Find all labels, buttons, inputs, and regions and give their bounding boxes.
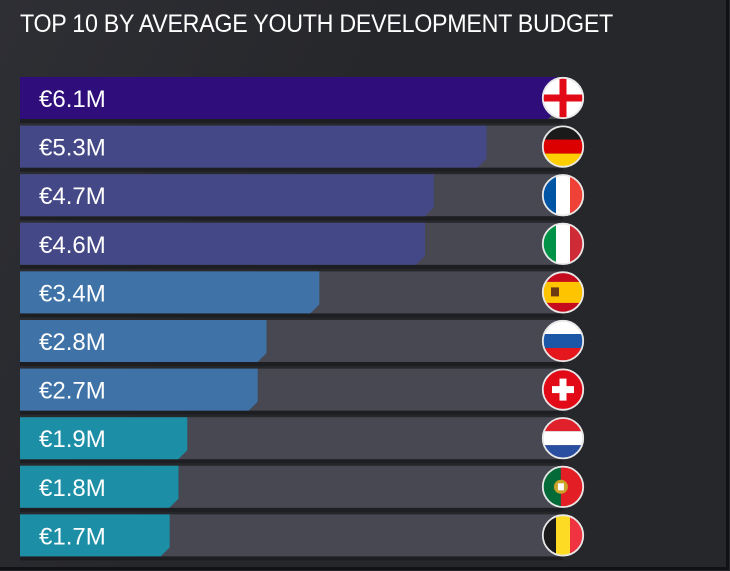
- flag-border: [541, 368, 585, 411]
- bar: [20, 222, 425, 265]
- row-shadow: [20, 410, 563, 415]
- bar-row: €2.8M: [20, 319, 585, 366]
- belgium-flag-icon: [541, 514, 585, 557]
- value-label: €4.6M: [39, 232, 106, 259]
- row-shadow: [20, 556, 563, 561]
- bar-row: €3.4M: [20, 271, 585, 318]
- value-label: €1.9M: [39, 426, 106, 453]
- value-label: €1.8M: [39, 475, 106, 502]
- flag-border: [541, 514, 585, 557]
- row-shadow: [20, 362, 563, 366]
- value-label: €5.3M: [39, 135, 106, 162]
- bar: [20, 514, 170, 557]
- row-shadow: [20, 313, 563, 318]
- spain-flag-icon: [541, 271, 585, 314]
- value-label: €6.1M: [39, 86, 106, 113]
- bar-row: €1.9M: [20, 417, 585, 464]
- bar-row: €6.1M: [20, 76, 585, 123]
- flag-border: [541, 125, 585, 168]
- bar: [20, 465, 179, 508]
- flag-border: [541, 417, 585, 460]
- flag-border: [541, 319, 585, 363]
- flag-border: [541, 222, 585, 265]
- row-shadow: [20, 119, 563, 123]
- portugal-flag-icon: [541, 465, 585, 508]
- value-label: €3.4M: [39, 280, 106, 307]
- bar: [20, 77, 557, 119]
- russia-flag-icon: [541, 319, 585, 363]
- bar: [20, 125, 487, 168]
- england-flag-icon: [541, 76, 585, 120]
- flag-border: [541, 271, 585, 314]
- bar: [20, 320, 267, 362]
- bar-row: €1.7M: [20, 514, 585, 561]
- germany-flag-icon: [541, 125, 585, 168]
- row-shadow: [20, 507, 563, 512]
- bar-row: €5.3M: [20, 125, 585, 172]
- france-flag-icon: [541, 174, 585, 217]
- bar: [20, 271, 320, 314]
- flag-border: [541, 465, 585, 508]
- flag-border: [541, 76, 585, 120]
- netherlands-flag-icon: [541, 417, 585, 460]
- chart-title: TOP 10 BY AVERAGE YOUTH DEVELOPMENT BUDG…: [20, 10, 613, 38]
- bar: [20, 368, 258, 411]
- value-label: €1.7M: [39, 523, 106, 550]
- value-label: €2.7M: [39, 378, 106, 405]
- row-shadow: [20, 167, 563, 172]
- value-label: €2.8M: [39, 329, 106, 356]
- row-shadow: [20, 459, 563, 464]
- row-shadow: [20, 264, 563, 269]
- bar-row: €2.7M: [20, 368, 585, 415]
- bar: [20, 174, 434, 217]
- switzerland-flag-icon: [541, 368, 585, 411]
- flag-border: [541, 174, 585, 217]
- bar-row: €1.8M: [20, 465, 585, 512]
- value-label: €4.7M: [39, 183, 106, 210]
- bar-row: €4.6M: [20, 222, 585, 269]
- row-shadow: [20, 216, 563, 221]
- italy-flag-icon: [541, 222, 585, 265]
- bar-row: €4.7M: [20, 174, 585, 221]
- bar: [20, 417, 188, 460]
